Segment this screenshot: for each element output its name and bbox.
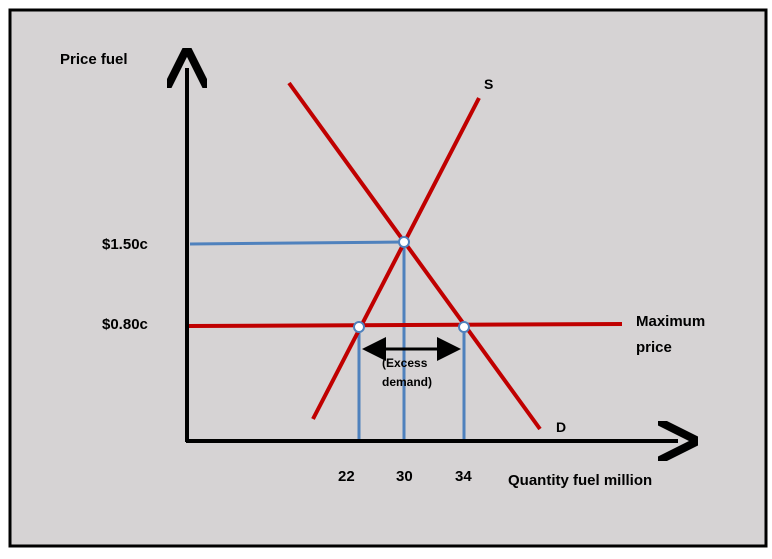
demand-label: D xyxy=(556,419,566,435)
qty-22-label: 22 xyxy=(338,468,355,485)
excess-demand-label-line2: demand) xyxy=(382,375,432,389)
supply-curve xyxy=(311,97,481,420)
x-axis-label: Quantity fuel million xyxy=(508,472,652,489)
quantity-supplied-point xyxy=(353,321,365,333)
y-axis-label: Price fuel xyxy=(60,51,128,68)
qty-30-label: 30 xyxy=(396,468,413,485)
maximum-price-line xyxy=(188,322,623,328)
quantity-demanded-point xyxy=(458,321,470,333)
maximum-price-label-line1: Maximum xyxy=(636,313,705,330)
price-low-label: $0.80c xyxy=(102,316,148,333)
qty-34-label: 34 xyxy=(455,468,472,485)
supply-label: S xyxy=(484,76,493,92)
demand-curve xyxy=(287,81,542,431)
price-high-guide-line xyxy=(189,240,405,246)
excess-demand-label-line1: (Excess xyxy=(382,356,428,370)
price-high-label: $1.50c xyxy=(102,236,148,253)
maximum-price-label-line2: price xyxy=(636,339,672,356)
equilibrium-point xyxy=(398,236,410,248)
